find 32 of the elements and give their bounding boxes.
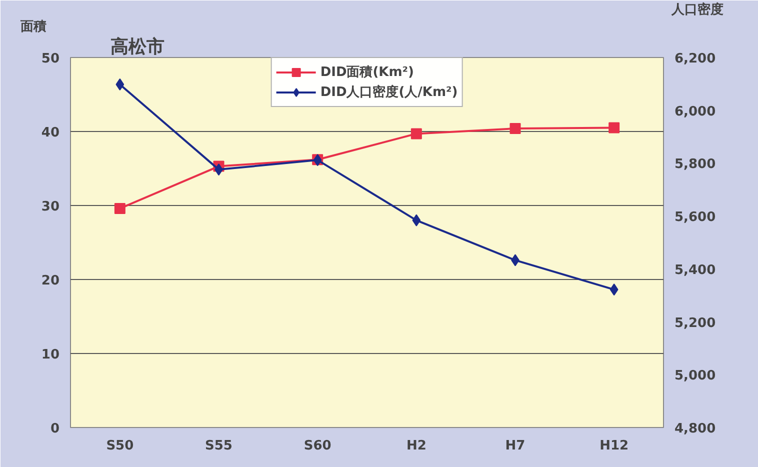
y2-tick-label: 6,200: [674, 52, 716, 66]
x-tick-label: S55: [205, 438, 232, 454]
y-tick-label: 30: [41, 200, 60, 214]
y2-tick-label: 5,000: [674, 368, 716, 384]
x-tick-label: H2: [406, 438, 426, 454]
y-axis-title: 面積: [20, 20, 46, 34]
y-tick-label: 20: [41, 274, 60, 288]
y2-tick-label: 5,400: [674, 262, 716, 278]
legend-label: DID面積(Km²): [320, 64, 414, 81]
x-tick-label: H12: [600, 438, 629, 454]
y-tick-label: 40: [41, 126, 60, 140]
y-tick-label: 0: [50, 422, 60, 436]
y-tick-label: 50: [41, 52, 60, 66]
y2-tick-label: 5,200: [674, 316, 716, 331]
point: [116, 78, 124, 90]
y2-tick-label: 4,800: [674, 422, 716, 436]
y2-tick-label: 6,000: [674, 104, 716, 120]
chart-title: 高松市: [110, 36, 164, 58]
point: [114, 202, 126, 214]
y2-axis-title: 人口密度: [670, 2, 724, 18]
x-tick-label: S60: [304, 438, 332, 454]
point: [608, 122, 620, 134]
y2-tick-label: 5,600: [674, 210, 716, 226]
point: [412, 214, 421, 226]
y-tick-label: 10: [41, 348, 60, 362]
point: [510, 123, 521, 134]
x-tick-label: H7: [505, 438, 526, 454]
point: [410, 128, 422, 140]
y2-tick-label: 5,800: [674, 157, 716, 172]
legend-label: DID人口密度(人/Km²): [320, 84, 458, 101]
x-tick-label: S50: [106, 438, 134, 454]
point: [610, 284, 618, 296]
